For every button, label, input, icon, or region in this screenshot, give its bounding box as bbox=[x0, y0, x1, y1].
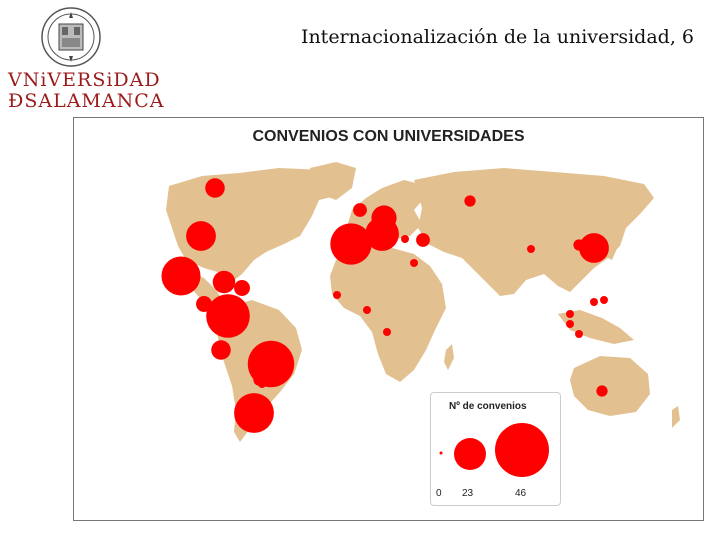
marker-france-italy bbox=[365, 217, 399, 251]
land-new-zealand bbox=[672, 406, 680, 428]
legend-symbol-46 bbox=[495, 423, 549, 477]
university-name-line1: VNiVERSiDAD bbox=[8, 69, 161, 91]
map-legend: Nº de convenios 0 23 46 bbox=[430, 392, 561, 506]
legend-symbol-23 bbox=[454, 438, 486, 470]
land-greenland bbox=[310, 162, 356, 200]
marker-southwest-usa bbox=[161, 256, 201, 296]
marker-nigeria bbox=[383, 328, 391, 336]
marker-southeast-asia bbox=[566, 310, 574, 318]
marker-greece bbox=[401, 235, 409, 243]
legend-title: Nº de convenios bbox=[449, 401, 527, 412]
marker-canada bbox=[205, 178, 225, 198]
slide-title: Internacionalización de la universidad, … bbox=[300, 26, 694, 48]
marker-peru bbox=[211, 340, 231, 360]
land-asia bbox=[414, 168, 654, 296]
legend-symbols bbox=[439, 423, 549, 477]
land-southeast-asia-islands bbox=[558, 310, 634, 344]
marker-morocco bbox=[333, 291, 341, 299]
marker-chile-argentina bbox=[234, 393, 274, 433]
marker-northeast-usa bbox=[186, 221, 216, 251]
marker-malaysia bbox=[566, 320, 574, 328]
marker-paraguay bbox=[258, 380, 266, 388]
land-madagascar bbox=[444, 344, 454, 370]
legend-label-23: 23 bbox=[462, 488, 474, 499]
marker-uk bbox=[353, 203, 367, 217]
marker-japan bbox=[579, 233, 609, 263]
university-name-line2: ÐSALAMANCA bbox=[8, 90, 165, 112]
marker-spain-portugal bbox=[330, 223, 372, 265]
map-frame: CONVENIOS CON UNIVERSIDADES Nº de conven… bbox=[73, 117, 704, 521]
legend-label-46: 46 bbox=[515, 488, 527, 499]
university-logo: VNiVERSiDAD ÐSALAMANCA bbox=[0, 0, 163, 112]
convenio-markers bbox=[161, 178, 609, 433]
marker-indonesia bbox=[575, 330, 583, 338]
marker-cuba bbox=[234, 280, 250, 296]
land-australia bbox=[570, 356, 650, 416]
marker-southeast-usa bbox=[212, 270, 236, 294]
legend-label-0: 0 bbox=[436, 488, 442, 499]
marker-turkey bbox=[416, 233, 430, 247]
marker-philippines bbox=[600, 296, 608, 304]
map-title: CONVENIOS CON UNIVERSIDADES bbox=[252, 128, 525, 145]
marker-australia bbox=[596, 385, 608, 397]
marker-egypt bbox=[410, 259, 418, 267]
university-seal-icon bbox=[41, 7, 101, 67]
land-africa bbox=[330, 248, 446, 382]
marker-russia bbox=[464, 195, 476, 207]
marker-taiwan bbox=[590, 298, 598, 306]
marker-west-africa bbox=[363, 306, 371, 314]
marker-colombia bbox=[206, 294, 250, 338]
university-name: VNiVERSiDAD ÐSALAMANCA bbox=[8, 70, 164, 112]
world-map bbox=[161, 162, 680, 442]
legend-symbol-0 bbox=[439, 451, 443, 455]
marker-china bbox=[527, 245, 535, 253]
